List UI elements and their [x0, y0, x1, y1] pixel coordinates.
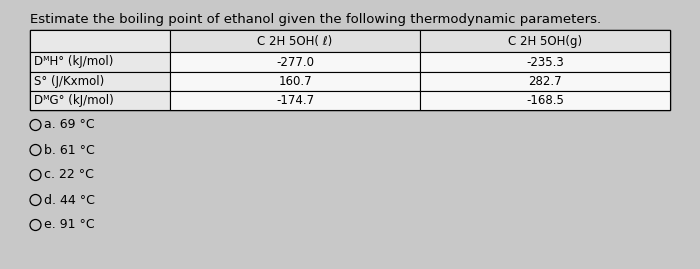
Bar	[30, 91, 170, 110]
Text: b. 61 °C: b. 61 °C	[44, 143, 94, 157]
Bar	[30, 30, 170, 52]
Text: S° (J/Kxmol): S° (J/Kxmol)	[34, 75, 104, 88]
Bar	[170, 52, 420, 72]
Bar	[420, 72, 670, 91]
Circle shape	[30, 194, 41, 206]
Circle shape	[30, 220, 41, 231]
Circle shape	[30, 144, 41, 155]
Text: c. 22 °C: c. 22 °C	[44, 168, 94, 182]
Text: -168.5: -168.5	[526, 94, 564, 107]
Bar	[30, 30, 670, 110]
Text: Estimate the boiling point of ethanol given the following thermodynamic paramete: Estimate the boiling point of ethanol gi…	[30, 13, 601, 26]
Text: e. 91 °C: e. 91 °C	[44, 218, 94, 232]
Bar	[170, 72, 420, 91]
Bar	[30, 72, 170, 91]
Text: DᴹH° (kJ/mol): DᴹH° (kJ/mol)	[34, 55, 113, 69]
Bar	[420, 30, 670, 52]
Circle shape	[30, 119, 41, 130]
Text: -235.3: -235.3	[526, 55, 564, 69]
Bar	[170, 91, 420, 110]
Bar	[170, 30, 420, 52]
Text: -277.0: -277.0	[276, 55, 314, 69]
Bar	[420, 91, 670, 110]
Text: 282.7: 282.7	[528, 75, 562, 88]
Text: -174.7: -174.7	[276, 94, 314, 107]
Bar	[420, 52, 670, 72]
Bar	[30, 52, 170, 72]
Text: a. 69 °C: a. 69 °C	[44, 119, 94, 132]
Text: C 2H 5OH(g): C 2H 5OH(g)	[508, 34, 582, 48]
Text: C 2H 5OH( ℓ): C 2H 5OH( ℓ)	[258, 34, 332, 48]
Circle shape	[30, 169, 41, 180]
Text: 160.7: 160.7	[278, 75, 312, 88]
Text: DᴹG° (kJ/mol): DᴹG° (kJ/mol)	[34, 94, 113, 107]
Text: d. 44 °C: d. 44 °C	[44, 193, 95, 207]
